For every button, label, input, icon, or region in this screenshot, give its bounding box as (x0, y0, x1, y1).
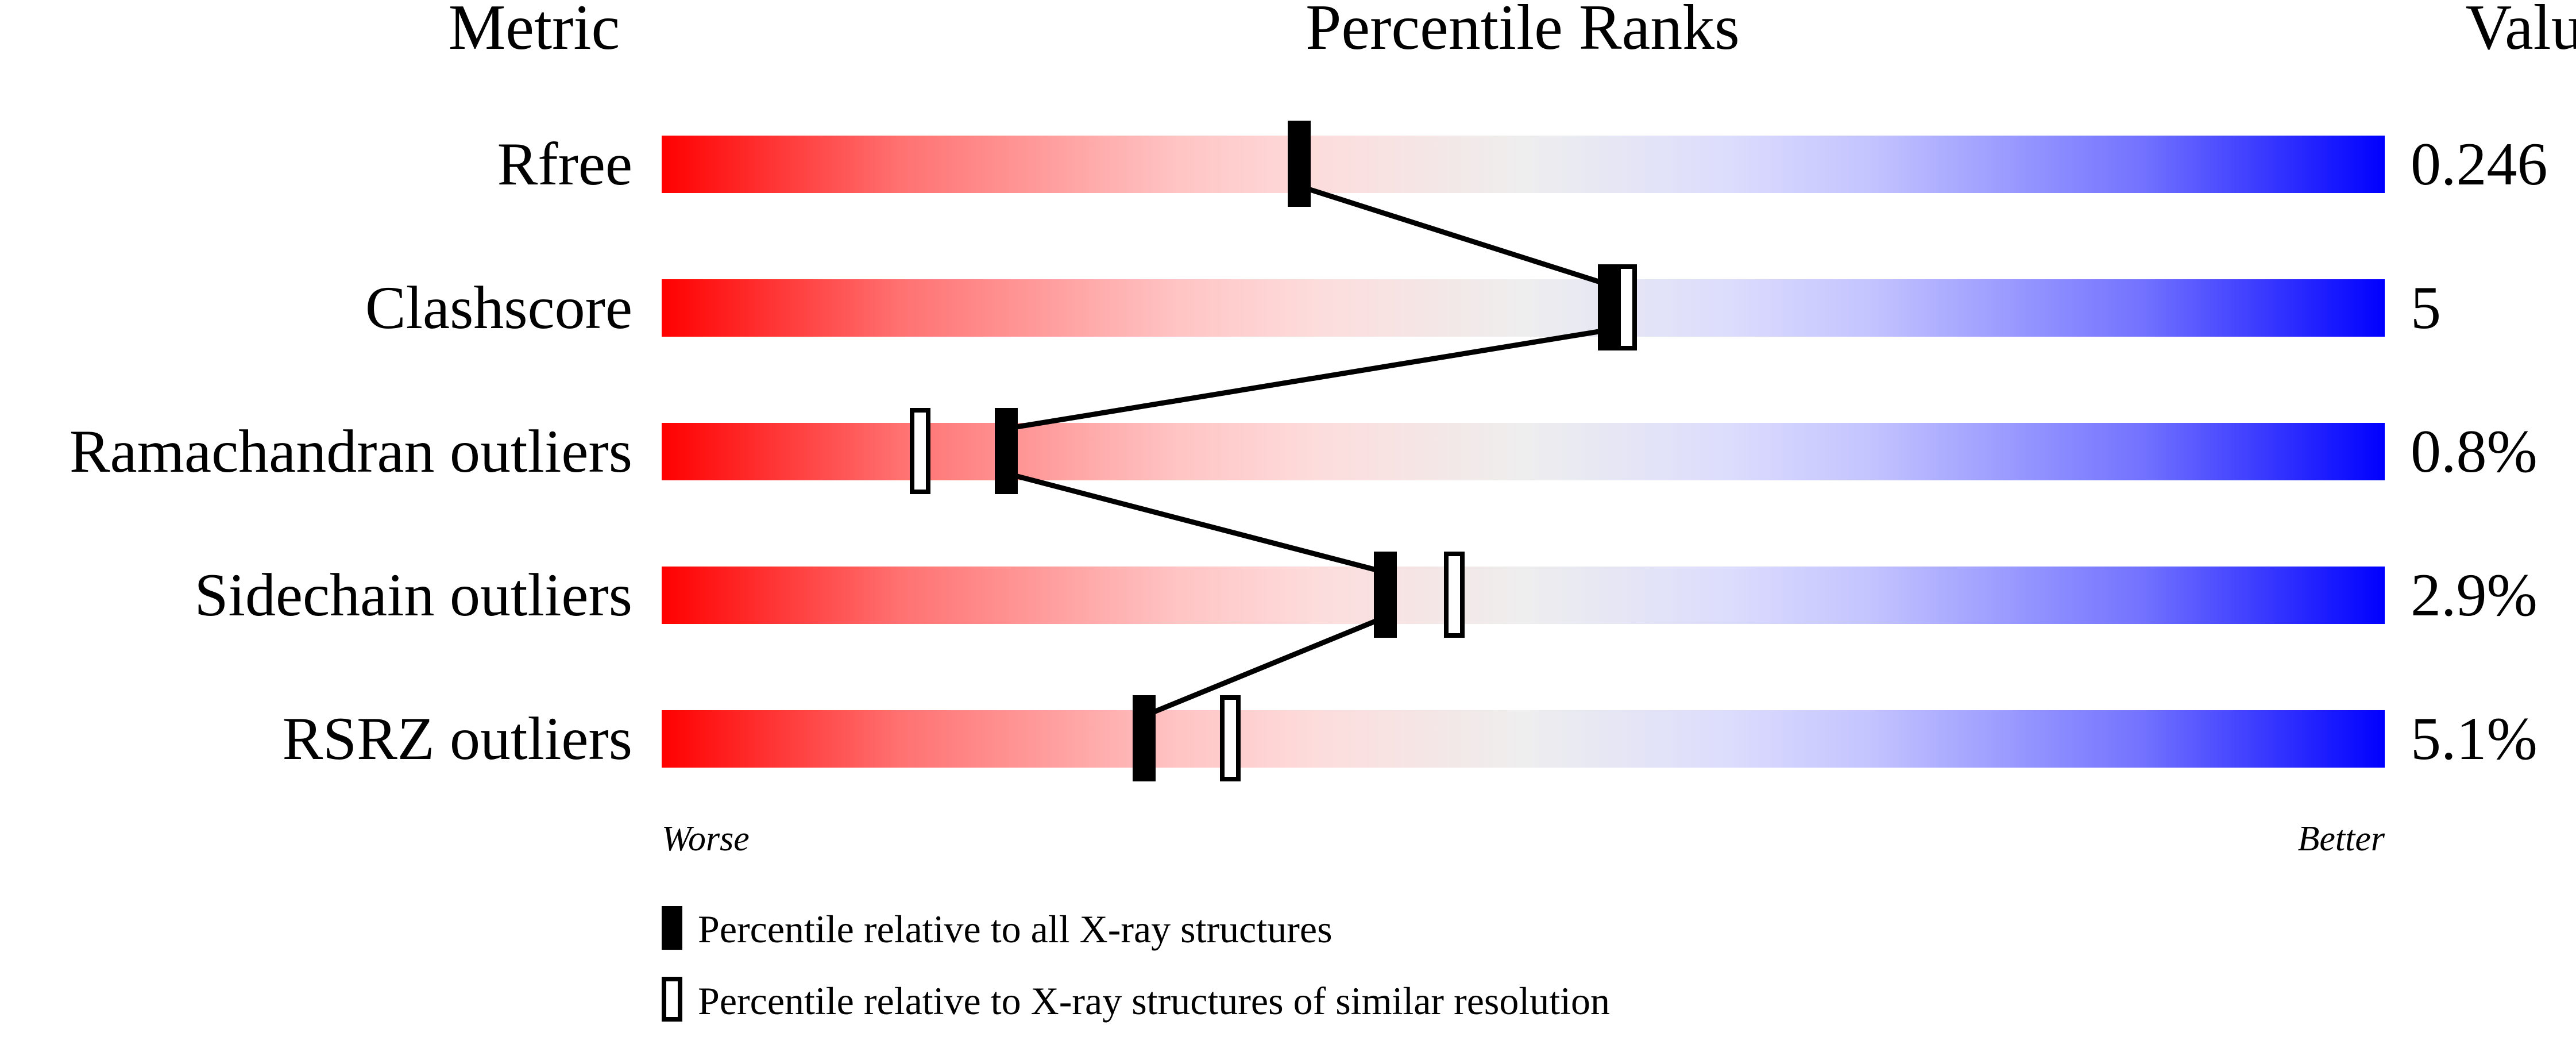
axis-label-worse: Worse (662, 819, 750, 858)
legend-open-marker (662, 977, 682, 1022)
connector-line (1143, 614, 1387, 719)
metric-value-rfree: 0.246 (2411, 130, 2548, 198)
marker-all-rsrz-outliers (1133, 695, 1156, 781)
metric-value-clashscore: 5 (2411, 274, 2441, 341)
connector-line (1298, 183, 1611, 288)
marker-similar-sidechain-outliers (1444, 552, 1465, 638)
bar-clashscore (662, 279, 2385, 337)
connector-lines (1005, 183, 1611, 719)
marker-similar-rsrz-outliers (1220, 695, 1241, 781)
metric-label-rsrz-outliers: RSRZ outliers (282, 705, 632, 772)
header-value: Value (2465, 0, 2576, 63)
metric-value-ramachandran-outliers: 0.8% (2411, 418, 2538, 485)
bar-sidechain-outliers (662, 567, 2385, 624)
marker-all-sidechain-outliers (1374, 552, 1397, 638)
metric-rows: Rfree 0.246 Clashscore 5 Ramachandran outlie… (69, 130, 2548, 772)
metric-value-rsrz-outliers: 5.1% (2411, 705, 2538, 772)
bar-ramachandran-outliers (662, 423, 2385, 480)
metric-value-sidechain-outliers: 2.9% (2411, 561, 2538, 629)
marker-all-ramachandran-outliers (995, 408, 1018, 494)
header-metric: Metric (449, 0, 620, 63)
header-percentile-ranks: Percentile Ranks (1306, 0, 1740, 63)
metric-label-sidechain-outliers: Sidechain outliers (195, 561, 632, 629)
marker-all-rfree (1288, 121, 1311, 207)
marker-similar-clashscore (1616, 264, 1637, 350)
metric-label-clashscore: Clashscore (365, 274, 632, 341)
metric-label-rfree: Rfree (497, 130, 632, 198)
axis-label-better: Better (2298, 819, 2385, 858)
connector-line (1005, 471, 1387, 575)
connector-line (1006, 327, 1610, 431)
bar-rsrz-outliers (662, 710, 2385, 768)
bar-rfree (662, 136, 2385, 193)
legend-filled-label: Percentile relative to all X-ray structu… (698, 907, 1333, 951)
legend-filled-marker (662, 906, 682, 950)
legend-open-label: Percentile relative to X-ray structures … (698, 979, 1610, 1023)
markers (910, 121, 1637, 781)
metric-label-ramachandran-outliers: Ramachandran outliers (69, 418, 632, 485)
marker-similar-ramachandran-outliers (910, 408, 930, 494)
marker-all-clashscore (1598, 264, 1621, 350)
